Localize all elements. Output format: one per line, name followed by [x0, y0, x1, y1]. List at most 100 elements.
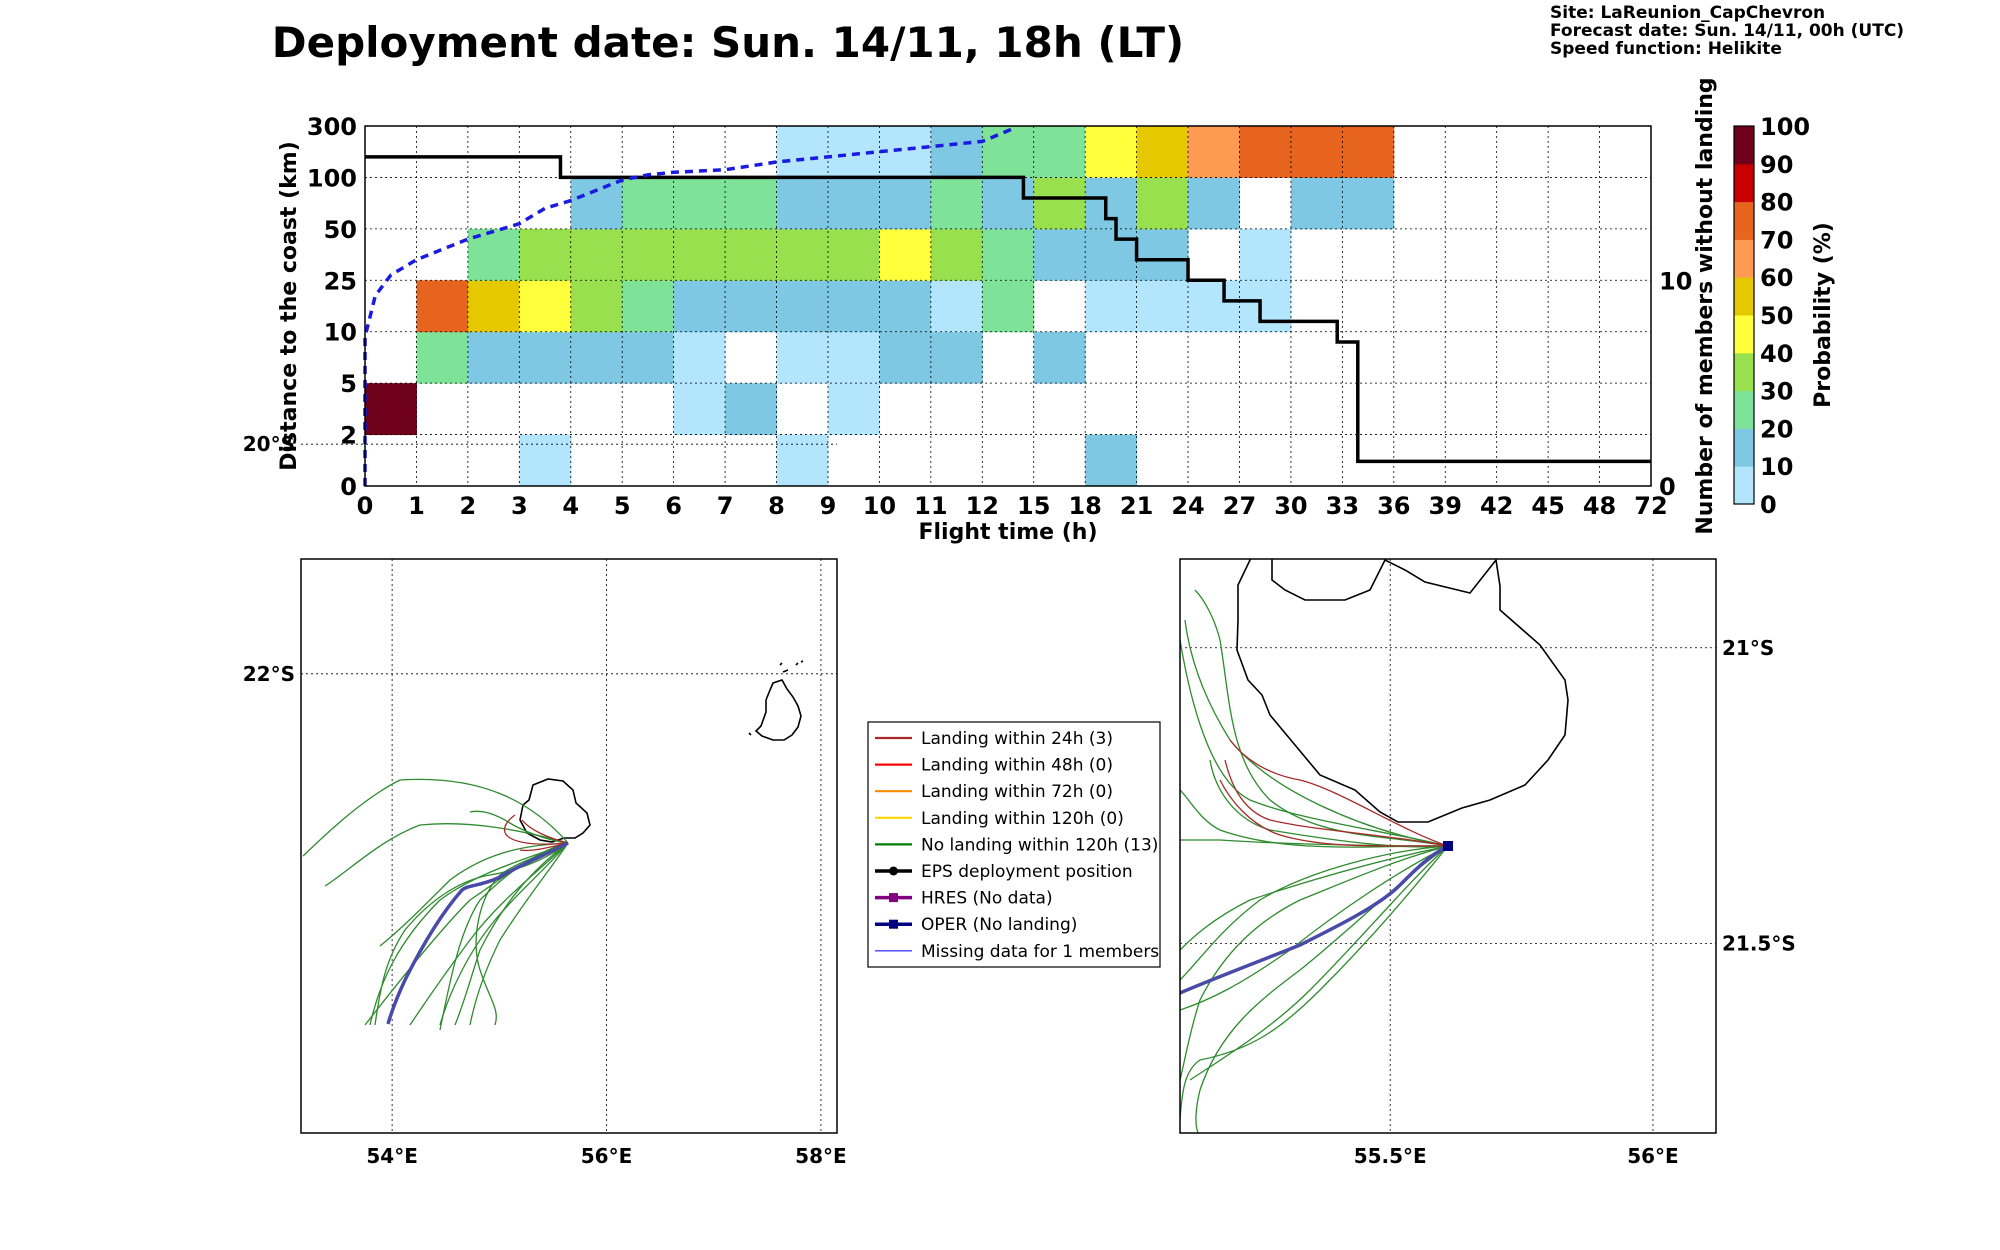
heatmap-panel: 0 1 2 3 4 5 6 7 8 9 10 11 12 15 18 21 24 27 30 33 36 39 42 45 48… — [277, 77, 1718, 545]
x-tick-label: 9 — [820, 492, 837, 520]
heatmap-cell — [570, 228, 623, 281]
colorbar-cell — [1734, 163, 1754, 203]
x-tick-label: 15 — [1017, 492, 1050, 520]
colorbar-label: Probability (%) — [1811, 222, 1836, 408]
heatmap-cell — [519, 280, 572, 333]
x-tick-label: 48 — [1583, 492, 1616, 520]
y-tick-label: 2 — [340, 422, 357, 450]
heatmap-cell — [673, 280, 726, 333]
heatmap-cell — [776, 434, 829, 487]
x-tick-label: 24 — [1171, 492, 1204, 520]
colorbar-ticks: 0 10 20 30 40 50 60 70 80 90 100 — [1760, 113, 1810, 519]
heatmap-cell — [673, 331, 726, 384]
map-lat-label: 21°S — [1722, 636, 1774, 660]
cumulative-distance-curve — [363, 126, 1014, 486]
heatmap-cell — [930, 228, 983, 281]
legend-label: Landing within 72h (0) — [921, 782, 1113, 802]
x-tick-label: 4 — [562, 492, 579, 520]
heatmap-cell — [1085, 434, 1138, 487]
heatmap-x-ticks: 0 1 2 3 4 5 6 7 8 9 10 11 12 15 18 21 24 27 30 33 36 39 42 45 48… — [357, 492, 1668, 520]
map-left-frame — [300, 558, 838, 1134]
x-tick-label: 11 — [914, 492, 947, 520]
heatmap-cell — [365, 383, 417, 436]
x-tick-label: 5 — [614, 492, 631, 520]
heatmap-cell — [1033, 126, 1086, 178]
heatmap-cell — [1136, 280, 1189, 333]
heatmap-cell — [930, 280, 983, 333]
heatmap-cell — [725, 383, 778, 436]
map-lon-label: 55.5°E — [1354, 1144, 1427, 1168]
x-tick-label: 12 — [966, 492, 999, 520]
heatmap-cell — [879, 228, 932, 281]
colorbar-cell — [1734, 277, 1754, 316]
heatmap-cell — [1136, 126, 1189, 178]
colorbar-cell — [1734, 390, 1754, 429]
x-tick-label: 18 — [1068, 492, 1101, 520]
heatmap-cell — [930, 126, 983, 178]
colorbar-cell — [1734, 239, 1754, 278]
map-left-oper-track — [386, 841, 569, 1025]
x-tick-label: 42 — [1480, 492, 1513, 520]
heatmap-cell — [776, 280, 829, 333]
legend-label: Landing within 48h (0) — [921, 756, 1113, 776]
heatmap-cell — [467, 280, 520, 333]
y-tick-label: 0 — [340, 473, 357, 501]
colorbar-tick-label: 20 — [1760, 415, 1793, 443]
colorbar-tick-label: 30 — [1760, 378, 1793, 406]
legend-label: OPER (No landing) — [921, 915, 1077, 935]
map-lat-label: 22°S — [243, 662, 295, 686]
map-lon-label: 56°E — [1627, 1144, 1679, 1168]
heatmap-cell — [879, 177, 932, 230]
legend-label: Landing within 120h (0) — [921, 809, 1124, 829]
colorbar-tick-label: 70 — [1760, 226, 1793, 254]
heatmap-cell — [879, 126, 932, 178]
colorbar-cell — [1734, 352, 1754, 392]
colorbar-cell — [1734, 126, 1754, 165]
legend: Landing within 24h (3) Landing within 48h… — [867, 721, 1161, 968]
heatmap-y2-ticks: 10 0 — [1659, 267, 1692, 501]
heatmap-cells — [365, 126, 1395, 487]
heatmap-cell — [416, 280, 469, 333]
heatmap-cell — [1085, 280, 1138, 333]
x-tick-label: 30 — [1274, 492, 1307, 520]
heatmap-cell — [1290, 126, 1343, 178]
colorbar-tick-label: 50 — [1760, 302, 1793, 330]
heatmap-cell — [1136, 177, 1189, 230]
map-right: 55.5°E 56°E 21°S 21.5°S — [1179, 558, 1796, 1168]
heatmap-cell — [673, 228, 726, 281]
legend-frame — [867, 721, 1161, 968]
heatmap-cell — [570, 177, 623, 230]
map-left-grid — [301, 443, 837, 1133]
heatmap-cell — [1239, 280, 1292, 333]
heatmap-cell — [1342, 177, 1395, 230]
heatmap-cell — [673, 177, 726, 230]
map-right-no-landing-tracks — [1180, 589, 1449, 1133]
heatmap-cell — [776, 228, 829, 281]
y-tick-label: 50 — [324, 216, 357, 244]
y-tick-label: 25 — [324, 267, 357, 295]
x-axis-label: Flight time (h) — [918, 520, 1097, 545]
heatmap-cell — [879, 280, 932, 333]
colorbar-tick-label: 0 — [1760, 491, 1777, 519]
heatmap-cell — [622, 228, 675, 281]
colorbar-tick-label: 100 — [1760, 113, 1810, 141]
legend-label: Landing within 24h (3) — [921, 729, 1113, 749]
mauritius-coastline — [748, 660, 804, 741]
map-left: 54°E 56°E 58°E 20°S 22°S — [243, 432, 847, 1168]
x-tick-label: 21 — [1120, 492, 1153, 520]
y2-tick-label: 10 — [1659, 267, 1692, 295]
map-right-frame — [1179, 558, 1717, 1134]
heatmap-cell — [725, 280, 778, 333]
heatmap-cell — [1188, 280, 1240, 333]
legend-label: Missing data for 1 members — [921, 942, 1159, 962]
x-tick-label: 36 — [1377, 492, 1410, 520]
colorbar-tick-label: 60 — [1760, 264, 1793, 292]
heatmap-cell — [1136, 228, 1189, 281]
colorbar-cells — [1734, 126, 1754, 505]
heatmap-cell — [982, 126, 1035, 178]
heatmap-cell — [519, 331, 572, 384]
colorbar-tick-label: 80 — [1760, 189, 1793, 217]
map-lon-label: 56°E — [581, 1144, 633, 1168]
y-tick-label: 300 — [307, 113, 357, 141]
map-lat-label: 20°S — [243, 432, 295, 456]
